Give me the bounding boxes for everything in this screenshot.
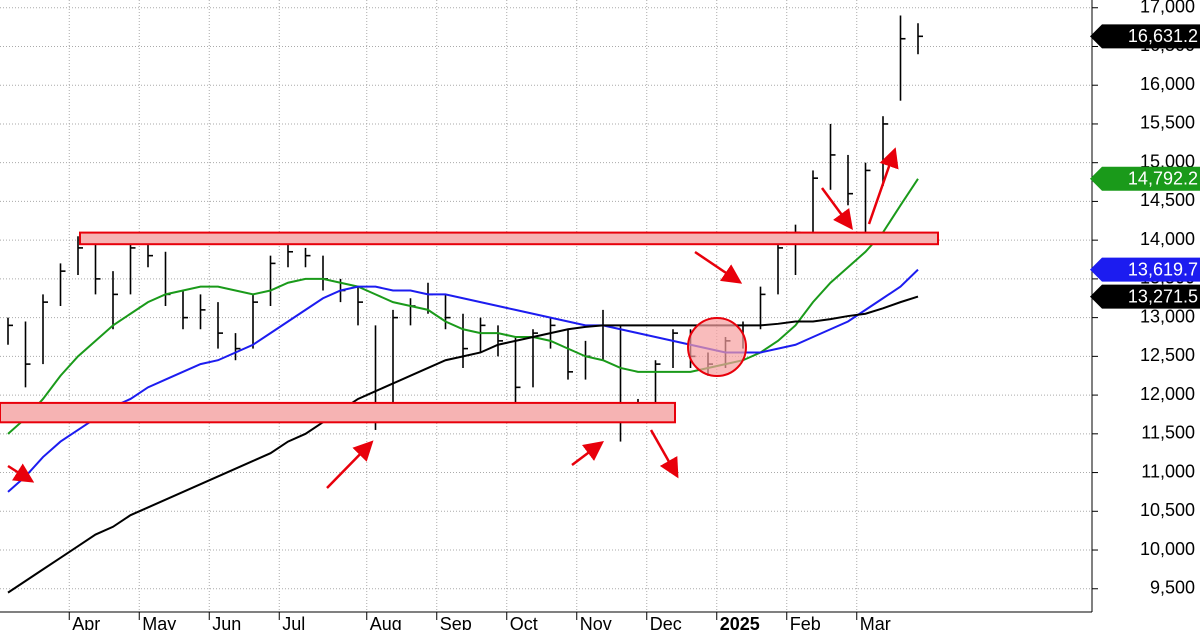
price-tag: [1090, 284, 1200, 309]
price-tag: [1090, 257, 1200, 282]
moving-average: [7, 178, 919, 435]
y-tick-label: 14,000: [1140, 229, 1195, 249]
x-tick-label: Feb: [790, 614, 821, 630]
annotations: [0, 147, 939, 489]
y-tick-label: 13,000: [1140, 306, 1195, 326]
price-tag: [1090, 24, 1200, 49]
y-tick-label: 12,500: [1140, 345, 1195, 365]
arrow: [571, 441, 604, 466]
y-tick-label: 11,000: [1141, 461, 1195, 481]
grid: [0, 0, 1092, 612]
y-tick-label: 10,500: [1140, 500, 1195, 520]
price-bars: [7, 15, 923, 594]
y-tick-label: 10,000: [1140, 539, 1195, 559]
y-tick-label: 14,500: [1140, 190, 1195, 210]
y-tick-label: 17,000: [1140, 0, 1195, 16]
price-tag: [1090, 166, 1200, 191]
moving-average: [7, 268, 919, 493]
y-tick-label: 12,000: [1140, 384, 1195, 404]
x-tick-label: Aug: [370, 614, 402, 630]
y-tick-label: 15,500: [1140, 113, 1195, 133]
y-tick-label: 11,500: [1141, 423, 1195, 443]
price-tag-label: 14,792.2: [1128, 169, 1198, 189]
arrows: [7, 147, 899, 489]
arrow: [7, 463, 35, 483]
arrow: [326, 440, 374, 489]
arrow: [694, 250, 743, 284]
price-tag-label: 16,631.2: [1128, 26, 1198, 46]
x-tick-label: Jul: [282, 614, 305, 630]
x-tick-label: Nov: [580, 614, 612, 630]
highlight-circle: [687, 317, 747, 377]
price-tag-label: 13,271.5: [1128, 286, 1198, 306]
x-tick-label: Mar: [860, 614, 891, 630]
x-tick-label: Apr: [72, 614, 100, 630]
x-tick-label: Dec: [650, 614, 682, 630]
arrow: [649, 429, 679, 479]
arrow: [867, 147, 899, 225]
arrow: [820, 187, 853, 231]
price-tag-label: 13,619.7: [1128, 259, 1198, 279]
y-tick-label: 9,500: [1150, 578, 1195, 598]
x-tick-label: Oct: [510, 614, 538, 630]
resistance-zone: [79, 231, 939, 246]
y-tick-label: 16,000: [1140, 74, 1195, 94]
x-tick-label: May: [142, 614, 176, 630]
y-tick-label: 15,000: [1140, 151, 1195, 171]
moving-average: [7, 295, 919, 594]
x-tick-label: Sep: [440, 614, 472, 630]
support-zone: [0, 401, 676, 424]
x-tick-label: 2025: [720, 614, 760, 630]
x-tick-label: Jun: [212, 614, 241, 630]
